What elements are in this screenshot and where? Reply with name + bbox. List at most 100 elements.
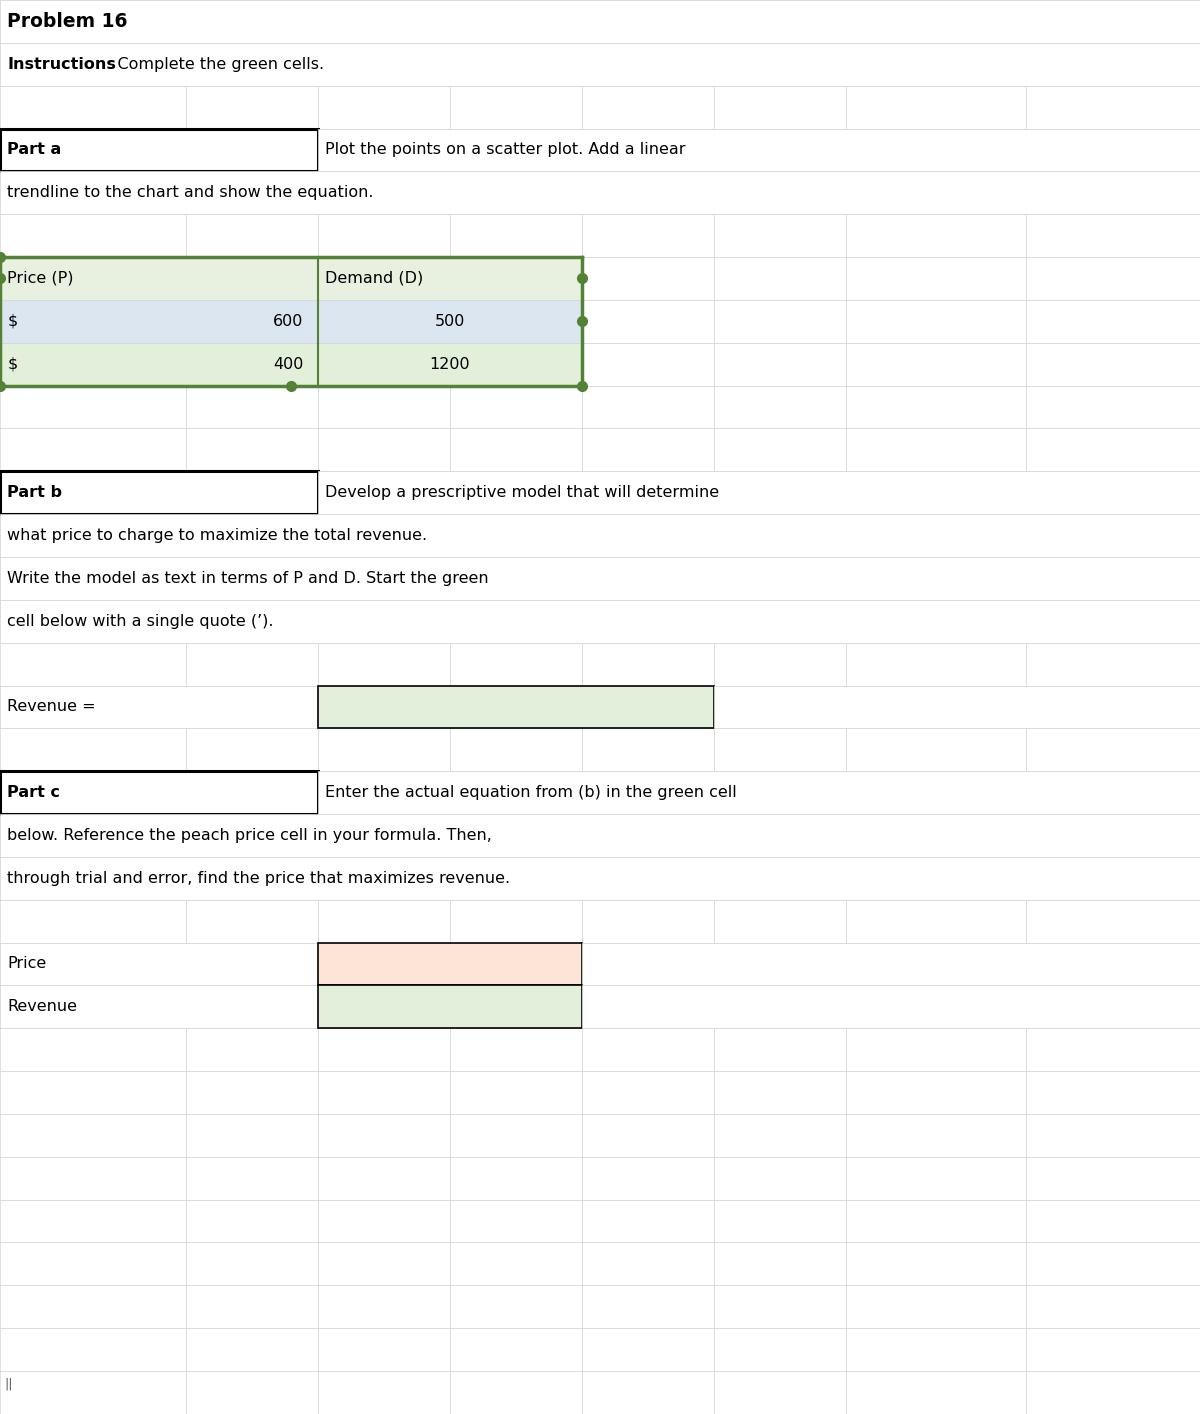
- Bar: [450, 1028, 582, 1072]
- Bar: [714, 557, 846, 600]
- Bar: [450, 814, 582, 857]
- Bar: [1026, 171, 1200, 214]
- Bar: [1026, 771, 1200, 814]
- Bar: [0, 1114, 186, 1157]
- Bar: [582, 471, 714, 515]
- Bar: [0, 600, 186, 642]
- Bar: [0, 42, 186, 86]
- Bar: [1026, 600, 1200, 642]
- Bar: [0, 257, 318, 300]
- Bar: [318, 600, 450, 642]
- Bar: [846, 728, 1026, 771]
- Text: Revenue =: Revenue =: [7, 700, 96, 714]
- Text: Part a: Part a: [7, 143, 61, 157]
- Bar: [450, 986, 582, 1028]
- Bar: [846, 1072, 1026, 1114]
- Bar: [846, 342, 1026, 386]
- Bar: [186, 86, 318, 129]
- Bar: [582, 386, 714, 428]
- Bar: [714, 129, 846, 171]
- Bar: [582, 1157, 714, 1199]
- Bar: [1026, 1243, 1200, 1285]
- Bar: [582, 42, 714, 86]
- Bar: [1026, 857, 1200, 899]
- Bar: [714, 814, 846, 857]
- Bar: [318, 1072, 450, 1114]
- Bar: [318, 300, 450, 342]
- Bar: [0, 1028, 186, 1072]
- Text: 500: 500: [434, 314, 466, 329]
- Bar: [582, 557, 714, 600]
- Bar: [0, 1328, 186, 1372]
- Bar: [1026, 728, 1200, 771]
- Bar: [714, 42, 846, 86]
- Bar: [714, 1157, 846, 1199]
- Bar: [0, 686, 318, 728]
- Bar: [450, 386, 582, 428]
- Bar: [186, 686, 318, 728]
- Bar: [714, 1114, 846, 1157]
- Bar: [450, 943, 582, 986]
- Bar: [714, 642, 846, 686]
- Bar: [0, 171, 186, 214]
- Bar: [846, 1028, 1026, 1072]
- Bar: [714, 686, 1200, 728]
- Bar: [1026, 257, 1200, 300]
- Text: Problem 16: Problem 16: [7, 11, 127, 31]
- Bar: [1026, 214, 1200, 257]
- Bar: [0, 428, 186, 471]
- Bar: [450, 1243, 582, 1285]
- Bar: [582, 515, 714, 557]
- Bar: [318, 771, 1200, 814]
- Bar: [714, 342, 846, 386]
- Bar: [318, 771, 450, 814]
- Bar: [0, 857, 186, 899]
- Bar: [714, 1243, 846, 1285]
- Bar: [714, 1199, 846, 1243]
- Bar: [186, 1114, 318, 1157]
- Bar: [318, 471, 450, 515]
- Bar: [450, 686, 582, 728]
- Bar: [846, 0, 1026, 42]
- Bar: [1026, 1285, 1200, 1328]
- Bar: [186, 1243, 318, 1285]
- Bar: [846, 686, 1026, 728]
- Bar: [1026, 86, 1200, 129]
- Bar: [0, 728, 186, 771]
- Bar: [450, 214, 582, 257]
- Bar: [714, 257, 846, 300]
- Bar: [186, 728, 318, 771]
- Bar: [582, 1285, 714, 1328]
- Bar: [318, 471, 1200, 515]
- Bar: [714, 171, 846, 214]
- Bar: [0, 42, 1200, 86]
- Bar: [714, 1328, 846, 1372]
- Bar: [582, 300, 714, 342]
- Bar: [0, 943, 186, 986]
- Bar: [318, 1028, 450, 1072]
- Bar: [450, 171, 582, 214]
- Bar: [186, 1157, 318, 1199]
- Bar: [1026, 471, 1200, 515]
- Bar: [186, 515, 318, 557]
- Text: $: $: [7, 314, 18, 329]
- Text: 600: 600: [274, 314, 304, 329]
- Bar: [846, 899, 1026, 943]
- Bar: [450, 857, 582, 899]
- Bar: [1026, 129, 1200, 171]
- Text: Part b: Part b: [7, 485, 62, 501]
- Bar: [714, 728, 846, 771]
- Bar: [846, 386, 1026, 428]
- Text: Write the model as text in terms of P and D. Start the green: Write the model as text in terms of P an…: [7, 571, 488, 585]
- Bar: [1026, 1157, 1200, 1199]
- Text: Plot the points on a scatter plot. Add a linear: Plot the points on a scatter plot. Add a…: [325, 143, 685, 157]
- Bar: [582, 771, 714, 814]
- Bar: [0, 129, 318, 171]
- Bar: [846, 1199, 1026, 1243]
- Bar: [846, 771, 1026, 814]
- Bar: [450, 600, 582, 642]
- Bar: [450, 1328, 582, 1372]
- Bar: [1026, 1072, 1200, 1114]
- Bar: [0, 557, 186, 600]
- Bar: [186, 1199, 318, 1243]
